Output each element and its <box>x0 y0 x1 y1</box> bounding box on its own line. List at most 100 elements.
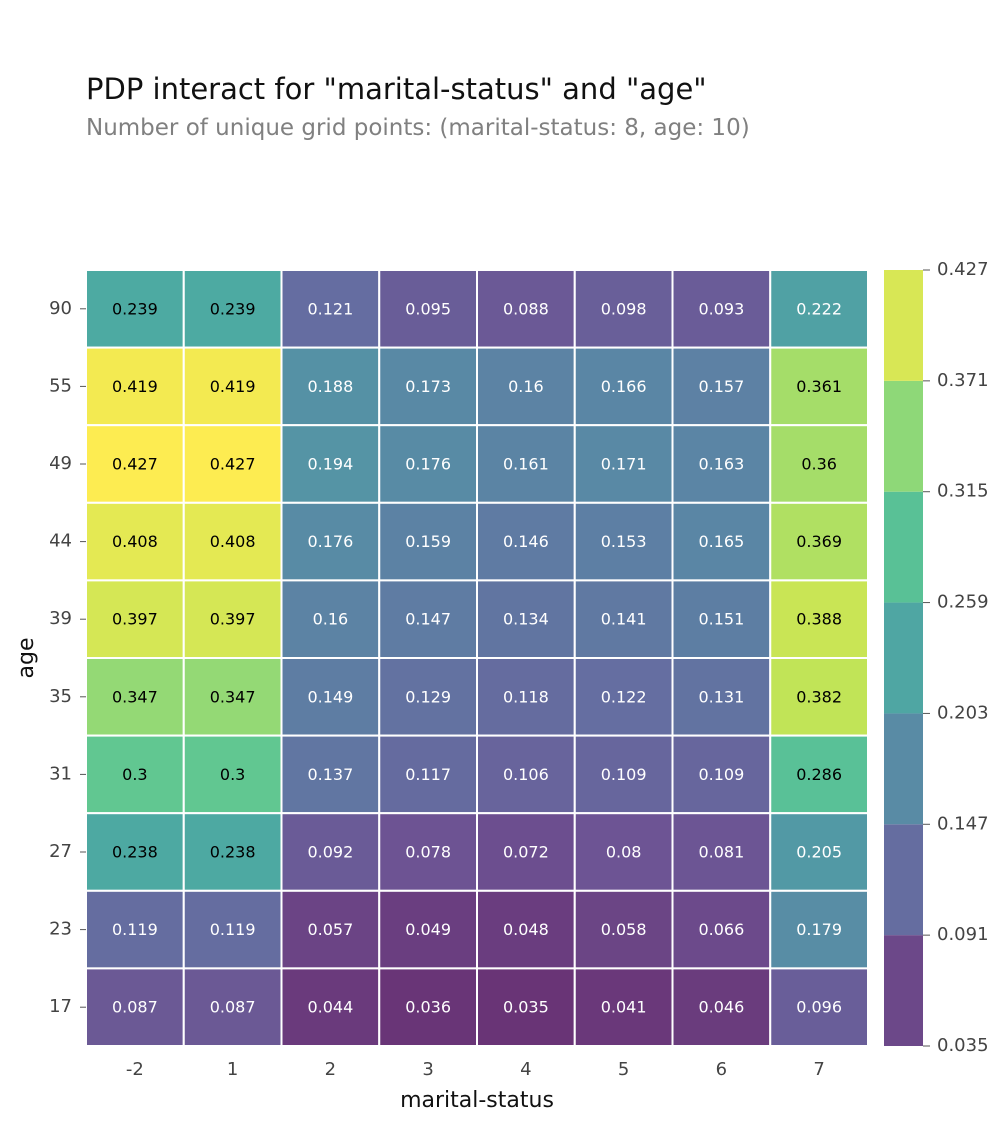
cell-value-label: 0.096 <box>796 998 842 1017</box>
cell-value-label: 0.427 <box>210 455 256 474</box>
cell-value-label: 0.16 <box>508 377 544 396</box>
cell-value-label: 0.092 <box>307 843 353 862</box>
cell-value-label: 0.044 <box>307 998 353 1017</box>
heatmap-cell <box>280 501 381 582</box>
colorbar-segment <box>884 824 923 936</box>
heatmap-cell <box>182 346 283 427</box>
cell-value-label: 0.119 <box>112 920 158 939</box>
cell-value-label: 0.098 <box>601 299 647 318</box>
heatmap-cell <box>476 424 576 504</box>
heatmap-cell <box>85 967 185 1048</box>
heatmap-cell <box>182 812 283 892</box>
colorbar-tick-label: 0.147 <box>937 813 989 834</box>
cell-value-label: 0.361 <box>796 377 842 396</box>
x-tick-label: -2 <box>126 1059 144 1080</box>
x-tick-label: 7 <box>813 1059 824 1080</box>
colorbar-tick-label: 0.035 <box>937 1035 989 1056</box>
cell-value-label: 0.397 <box>112 610 158 629</box>
heatmap-cell <box>769 734 869 815</box>
heatmap-cell <box>671 424 772 504</box>
x-axis-label: marital-status <box>400 1088 554 1113</box>
colorbar-segment <box>884 713 923 825</box>
cell-value-label: 0.035 <box>503 998 549 1017</box>
cell-value-label: 0.146 <box>503 532 549 551</box>
heatmap-cell <box>378 734 478 815</box>
cell-value-label: 0.194 <box>307 455 353 474</box>
cell-value-label: 0.122 <box>601 687 647 706</box>
heatmap-cell <box>378 501 478 582</box>
heatmap-cell <box>476 734 576 815</box>
cell-value-label: 0.166 <box>601 377 647 396</box>
heatmap-cell <box>378 579 478 660</box>
heatmap-cell <box>573 579 674 660</box>
heatmap-cell <box>671 889 772 970</box>
heatmap-cell <box>182 424 283 504</box>
heatmap-cell <box>280 657 381 737</box>
cell-value-label: 0.066 <box>698 920 744 939</box>
x-tick-label: 2 <box>325 1059 336 1080</box>
heatmap-cell <box>476 269 576 349</box>
heatmap-cell <box>476 657 576 737</box>
y-tick-label: 55 <box>49 375 72 396</box>
cell-value-label: 0.176 <box>307 532 353 551</box>
cell-value-label: 0.36 <box>801 455 837 474</box>
cell-value-label: 0.106 <box>503 765 549 784</box>
heatmap-cell <box>671 734 772 815</box>
y-tick-label: 27 <box>49 841 72 862</box>
heatmap-cell <box>378 346 478 427</box>
cell-value-label: 0.109 <box>601 765 647 784</box>
cell-value-label: 0.121 <box>307 299 353 318</box>
x-tick-label: 1 <box>227 1059 238 1080</box>
cell-value-label: 0.129 <box>405 687 451 706</box>
cell-value-label: 0.419 <box>210 377 256 396</box>
colorbar-segment <box>884 491 923 603</box>
y-tick-label: 23 <box>49 919 72 940</box>
cell-value-label: 0.081 <box>698 843 744 862</box>
heatmap-cell <box>182 734 283 815</box>
cell-value-label: 0.238 <box>210 843 256 862</box>
heatmap-cell <box>476 346 576 427</box>
cell-value-label: 0.397 <box>210 610 256 629</box>
cell-value-label: 0.408 <box>210 532 256 551</box>
cell-value-label: 0.159 <box>405 532 451 551</box>
heatmap-cell <box>671 967 772 1048</box>
cell-value-label: 0.137 <box>307 765 353 784</box>
heatmap-cell <box>182 889 283 970</box>
cell-value-label: 0.095 <box>405 299 451 318</box>
heatmap-cell <box>182 501 283 582</box>
heatmap-cell <box>769 501 869 582</box>
cell-value-label: 0.134 <box>503 610 549 629</box>
cell-value-label: 0.151 <box>698 610 744 629</box>
cell-value-label: 0.078 <box>405 843 451 862</box>
colorbar-tick-label: 0.203 <box>937 702 989 723</box>
cell-value-label: 0.117 <box>405 765 451 784</box>
heatmap-cell <box>85 812 185 892</box>
y-tick-label: 44 <box>49 531 72 552</box>
cell-value-label: 0.382 <box>796 687 842 706</box>
cell-value-label: 0.153 <box>601 532 647 551</box>
heatmap-cell <box>85 734 185 815</box>
heatmap-cell <box>573 734 674 815</box>
heatmap-cell <box>378 889 478 970</box>
cell-value-label: 0.058 <box>601 920 647 939</box>
heatmap-cell <box>769 269 869 349</box>
colorbar-segment <box>884 935 923 1046</box>
cell-value-label: 0.16 <box>313 610 349 629</box>
cell-value-label: 0.347 <box>210 687 256 706</box>
cell-value-label: 0.049 <box>405 920 451 939</box>
heatmap-cell <box>671 657 772 737</box>
cell-value-label: 0.388 <box>796 610 842 629</box>
heatmap-cell <box>573 501 674 582</box>
y-axis-label: age <box>14 638 39 679</box>
cell-value-label: 0.165 <box>698 532 744 551</box>
colorbar-tick-label: 0.371 <box>937 370 989 391</box>
y-tick-label: 90 <box>49 298 72 319</box>
chart-title: PDP interact for "marital-status" and "a… <box>86 72 707 106</box>
y-tick-label: 39 <box>49 608 72 629</box>
cell-value-label: 0.161 <box>503 455 549 474</box>
cell-value-label: 0.176 <box>405 455 451 474</box>
cell-value-label: 0.419 <box>112 377 158 396</box>
heatmap-cell <box>280 346 381 427</box>
cell-value-label: 0.109 <box>698 765 744 784</box>
